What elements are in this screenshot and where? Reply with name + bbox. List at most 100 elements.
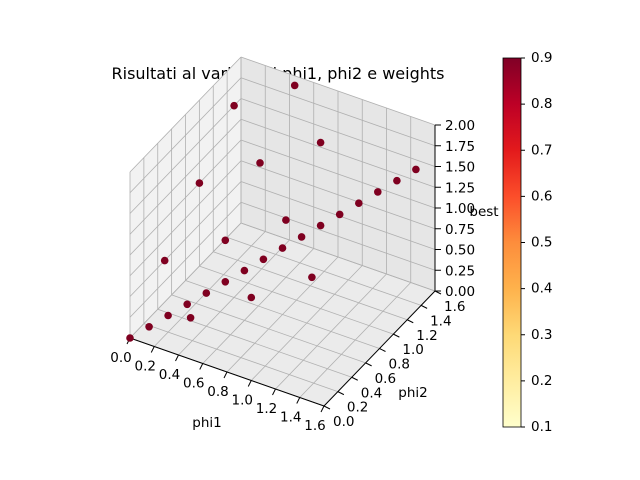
colorbar-ticks: 0.1 0.2 0.3 0.4 0.5 0.6 0.7 0.8 0.9 bbox=[521, 50, 552, 435]
y-tick-label: 0.6 bbox=[375, 371, 396, 387]
data-point bbox=[195, 179, 204, 187]
z-tick-label: 1.75 bbox=[445, 139, 475, 155]
x-tick bbox=[223, 371, 228, 379]
colorbar-tick-label: 0.6 bbox=[531, 188, 552, 204]
data-point bbox=[308, 273, 316, 282]
x-tick-label: 0.2 bbox=[135, 359, 156, 375]
gridline-z bbox=[129, 118, 242, 235]
x-tick bbox=[150, 346, 155, 353]
x-axis-label: phi1 bbox=[192, 415, 221, 431]
data-point bbox=[412, 165, 420, 174]
y-tick bbox=[379, 348, 386, 352]
data-point bbox=[183, 300, 191, 309]
data-point bbox=[221, 236, 230, 245]
x-tick-label: 1.4 bbox=[280, 410, 301, 426]
z-tick-label: 2.00 bbox=[445, 118, 475, 134]
gridline-y bbox=[226, 236, 422, 306]
gridline-z bbox=[240, 139, 436, 209]
x-tick-label: 0.0 bbox=[110, 350, 131, 366]
y-tick-label: 1.2 bbox=[416, 328, 437, 344]
gridline-y bbox=[213, 251, 408, 321]
x-tick bbox=[320, 405, 325, 413]
data-point bbox=[256, 159, 264, 167]
y-tick-label: 1.6 bbox=[444, 299, 465, 315]
y-tick-label: 0.4 bbox=[361, 385, 382, 401]
data-point bbox=[278, 244, 287, 252]
gridline-y bbox=[143, 323, 339, 393]
y-axis-label: phi2 bbox=[398, 385, 427, 401]
y-tick-label: 0.2 bbox=[347, 400, 368, 416]
y-tick bbox=[365, 362, 372, 367]
data-points bbox=[126, 81, 420, 342]
data-point bbox=[240, 266, 249, 275]
colorbar-tick-label: 0.2 bbox=[531, 373, 552, 389]
y-tick bbox=[323, 405, 331, 410]
x-tick-label: 1.0 bbox=[232, 393, 253, 409]
x-tick bbox=[199, 363, 204, 370]
z-tick-label: 1.25 bbox=[445, 180, 475, 196]
y-tick bbox=[351, 376, 358, 381]
gridline-z bbox=[240, 160, 436, 230]
data-point bbox=[230, 101, 238, 110]
x-tick bbox=[175, 354, 179, 362]
gridline-z bbox=[240, 98, 436, 167]
gridline-z bbox=[129, 98, 242, 214]
x-tick-label: 1.6 bbox=[304, 418, 325, 434]
data-point bbox=[221, 278, 230, 286]
data-point bbox=[160, 256, 169, 265]
z-tick-label: 0.00 bbox=[445, 284, 475, 300]
data-point bbox=[335, 210, 344, 219]
data-point bbox=[126, 334, 134, 342]
x-tick-label: 0.4 bbox=[159, 367, 180, 383]
gridline-y bbox=[185, 280, 380, 349]
x-tick bbox=[272, 388, 276, 396]
gridline-z bbox=[129, 181, 242, 297]
data-point bbox=[145, 323, 153, 331]
gridline-z bbox=[129, 56, 242, 173]
data-point bbox=[316, 221, 325, 230]
z-tick-label: 1.50 bbox=[445, 160, 475, 176]
gridline-z bbox=[129, 201, 242, 318]
gridline-z bbox=[129, 77, 242, 194]
colorbar-tick-label: 0.4 bbox=[531, 281, 552, 297]
y-tick-label: 1.0 bbox=[402, 342, 423, 358]
y-tick bbox=[407, 319, 414, 324]
z-tick-label: 0.75 bbox=[445, 222, 475, 238]
colorbar-gradient bbox=[502, 57, 522, 428]
data-point bbox=[259, 255, 268, 264]
gridline-y bbox=[171, 294, 366, 364]
gridline-z bbox=[240, 201, 436, 271]
data-point bbox=[355, 199, 363, 207]
gridline-z bbox=[129, 160, 242, 277]
x-tick-label: 1.2 bbox=[256, 401, 277, 417]
data-point bbox=[164, 311, 172, 320]
tick-labels: 0.00.20.40.60.81.01.21.41.6 0.00.20.40.60… bbox=[110, 118, 475, 434]
x-tick bbox=[296, 397, 301, 404]
x-tick bbox=[247, 380, 252, 387]
z-axis-label: best bbox=[469, 204, 498, 220]
gridline-z bbox=[240, 118, 436, 188]
z-tick-label: 1.00 bbox=[445, 201, 475, 217]
y-tick bbox=[337, 391, 345, 396]
y-tick-label: 0.0 bbox=[333, 414, 354, 430]
colorbar-tick-label: 0.8 bbox=[531, 96, 552, 112]
x-tick-label: 0.8 bbox=[207, 384, 228, 400]
data-point bbox=[247, 293, 256, 302]
colorbar: 0.1 0.2 0.3 0.4 0.5 0.6 0.7 0.8 0.9 bbox=[502, 50, 552, 435]
data-point bbox=[282, 216, 290, 224]
data-point bbox=[374, 188, 382, 196]
data-point bbox=[316, 138, 325, 147]
data-point bbox=[202, 289, 211, 297]
gridline-z bbox=[240, 77, 436, 147]
gridline-z bbox=[129, 139, 242, 256]
x-tick-label: 0.6 bbox=[183, 376, 204, 392]
gridline-z bbox=[240, 56, 436, 126]
data-point bbox=[186, 314, 195, 322]
colorbar-tick-label: 0.5 bbox=[531, 235, 552, 251]
y-tick-label: 0.8 bbox=[389, 357, 410, 373]
tick-marks bbox=[126, 124, 442, 413]
gridline-z bbox=[240, 222, 436, 292]
colorbar-tick-label: 0.1 bbox=[531, 419, 552, 435]
z-tick-label: 0.25 bbox=[445, 263, 475, 279]
